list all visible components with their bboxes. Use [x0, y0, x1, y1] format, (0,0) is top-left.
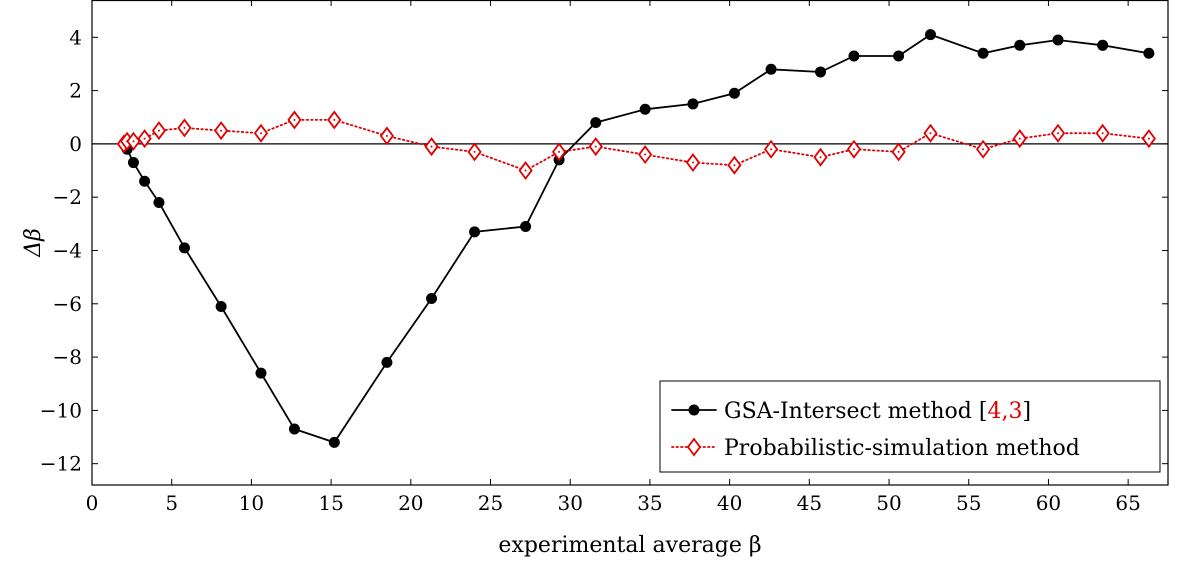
y-tick-label-1: 2 — [69, 79, 82, 103]
series-line-1 — [123, 119, 1150, 172]
x-tick-label-4: 20 — [398, 491, 423, 515]
point-dot-1-20 — [819, 156, 822, 159]
point-0-20 — [814, 66, 826, 78]
x-tick-label-6: 30 — [557, 491, 582, 515]
point-dot-1-6 — [220, 129, 223, 132]
y-axis-label: Δβ — [21, 228, 46, 258]
point-0-2 — [127, 157, 139, 169]
point-0-16 — [639, 103, 651, 115]
legend-entry-gsa-label: GSA-Intersect method — [724, 399, 972, 424]
plot-frame — [91, 0, 1169, 486]
x-tick-label-3: 15 — [318, 491, 343, 515]
point-dot-1-7 — [259, 132, 262, 135]
point-dot-1-26 — [1057, 132, 1060, 135]
x-tick-label-5: 25 — [478, 491, 503, 515]
x-tick-label-1: 5 — [165, 491, 178, 515]
point-0-9 — [328, 436, 340, 448]
point-0-19 — [765, 63, 777, 75]
point-0-21 — [848, 50, 860, 62]
point-dot-1-25 — [1018, 137, 1021, 140]
y-tick-label-4: −4 — [53, 238, 82, 262]
legend-ref-open: [ — [972, 399, 988, 424]
axes: 0 5 10 15 20 25 30 35 40 45 50 55 60 65420−2−4−6−8−10… — [40, 0, 1169, 515]
point-dot-1-11 — [430, 145, 433, 148]
point-0-15 — [590, 117, 602, 129]
x-tick-label-8: 40 — [717, 491, 742, 515]
point-dot-1-27 — [1101, 132, 1104, 135]
x-tick-label-9: 45 — [797, 491, 822, 515]
point-0-22 — [893, 50, 905, 62]
legend-entry-prob: Probabilistic-simulation method — [724, 436, 1080, 461]
point-dot-1-12 — [473, 150, 476, 153]
point-dot-1-14 — [558, 150, 561, 153]
y-tick-label-0: 4 — [69, 25, 82, 49]
point-0-27 — [1097, 39, 1109, 51]
point-0-10 — [381, 356, 393, 368]
legend-symbol-gsa — [671, 404, 717, 416]
point-0-17 — [687, 98, 699, 110]
point-0-7 — [255, 367, 267, 379]
x-tick-label-11: 55 — [956, 491, 981, 515]
y-tick-label-2: 0 — [69, 132, 82, 156]
point-dot-1-17 — [691, 161, 694, 164]
point-dot-1-4 — [157, 129, 160, 132]
y-tick-label-7: −10 — [40, 398, 82, 422]
point-0-11 — [426, 292, 438, 304]
point-0-25 — [1014, 39, 1026, 51]
x-tick-label-2: 10 — [239, 491, 264, 515]
point-dot-1-21 — [852, 148, 855, 151]
point-0-13 — [520, 221, 532, 233]
point-0-24 — [977, 47, 989, 59]
point-0-12 — [469, 226, 481, 238]
point-dot-1-16 — [644, 153, 647, 156]
legend-citation-link[interactable]: 4,3 — [987, 399, 1022, 424]
point-0-3 — [139, 175, 151, 187]
plot-area — [92, 29, 1168, 448]
point-dot-1-2 — [132, 140, 135, 143]
x-axis-label: experimental average β — [498, 533, 761, 558]
x-tick-label-12: 60 — [1036, 491, 1061, 515]
x-tick-label-10: 50 — [876, 491, 901, 515]
y-tick-label-3: −2 — [53, 185, 82, 209]
point-dot-1-8 — [293, 118, 296, 121]
point-0-28 — [1143, 47, 1155, 59]
point-dot-1-10 — [385, 134, 388, 137]
point-0-8 — [288, 423, 300, 435]
legend-marker-1 — [686, 437, 702, 457]
point-dot-1-18 — [733, 164, 736, 167]
legend-symbol-prob — [671, 437, 717, 457]
point-dot-1-5 — [183, 126, 186, 129]
point-0-18 — [728, 87, 740, 99]
point-0-5 — [178, 242, 190, 254]
point-dot-1-13 — [524, 169, 527, 172]
x-tick-label-0: 0 — [86, 491, 99, 515]
point-dot-1-24 — [982, 148, 985, 151]
point-dot-1-9 — [333, 118, 336, 121]
point-dot-1-15 — [594, 145, 597, 148]
point-0-6 — [215, 300, 227, 312]
point-dot-1-3 — [143, 137, 146, 140]
y-tick-label-5: −6 — [53, 292, 82, 316]
legend-ref-close: ] — [1022, 399, 1031, 424]
point-dot-1-19 — [770, 148, 773, 151]
x-tick-label-13: 65 — [1115, 491, 1140, 515]
point-dot-1-28 — [1147, 137, 1150, 140]
legend: GSA-Intersect method [4,3] Probabilistic… — [659, 380, 1161, 473]
point-dot-1-23 — [929, 132, 932, 135]
legend-marker-0 — [688, 404, 700, 416]
point-dot-1-22 — [897, 150, 900, 153]
point-0-4 — [153, 197, 165, 209]
legend-entry-gsa: GSA-Intersect method [4,3] — [724, 399, 1031, 424]
point-0-26 — [1052, 34, 1064, 46]
legend-box — [659, 380, 1161, 473]
x-tick-label-7: 35 — [637, 491, 662, 515]
point-0-23 — [924, 29, 936, 41]
y-tick-label-8: −12 — [40, 452, 82, 476]
y-tick-label-6: −8 — [53, 345, 82, 369]
